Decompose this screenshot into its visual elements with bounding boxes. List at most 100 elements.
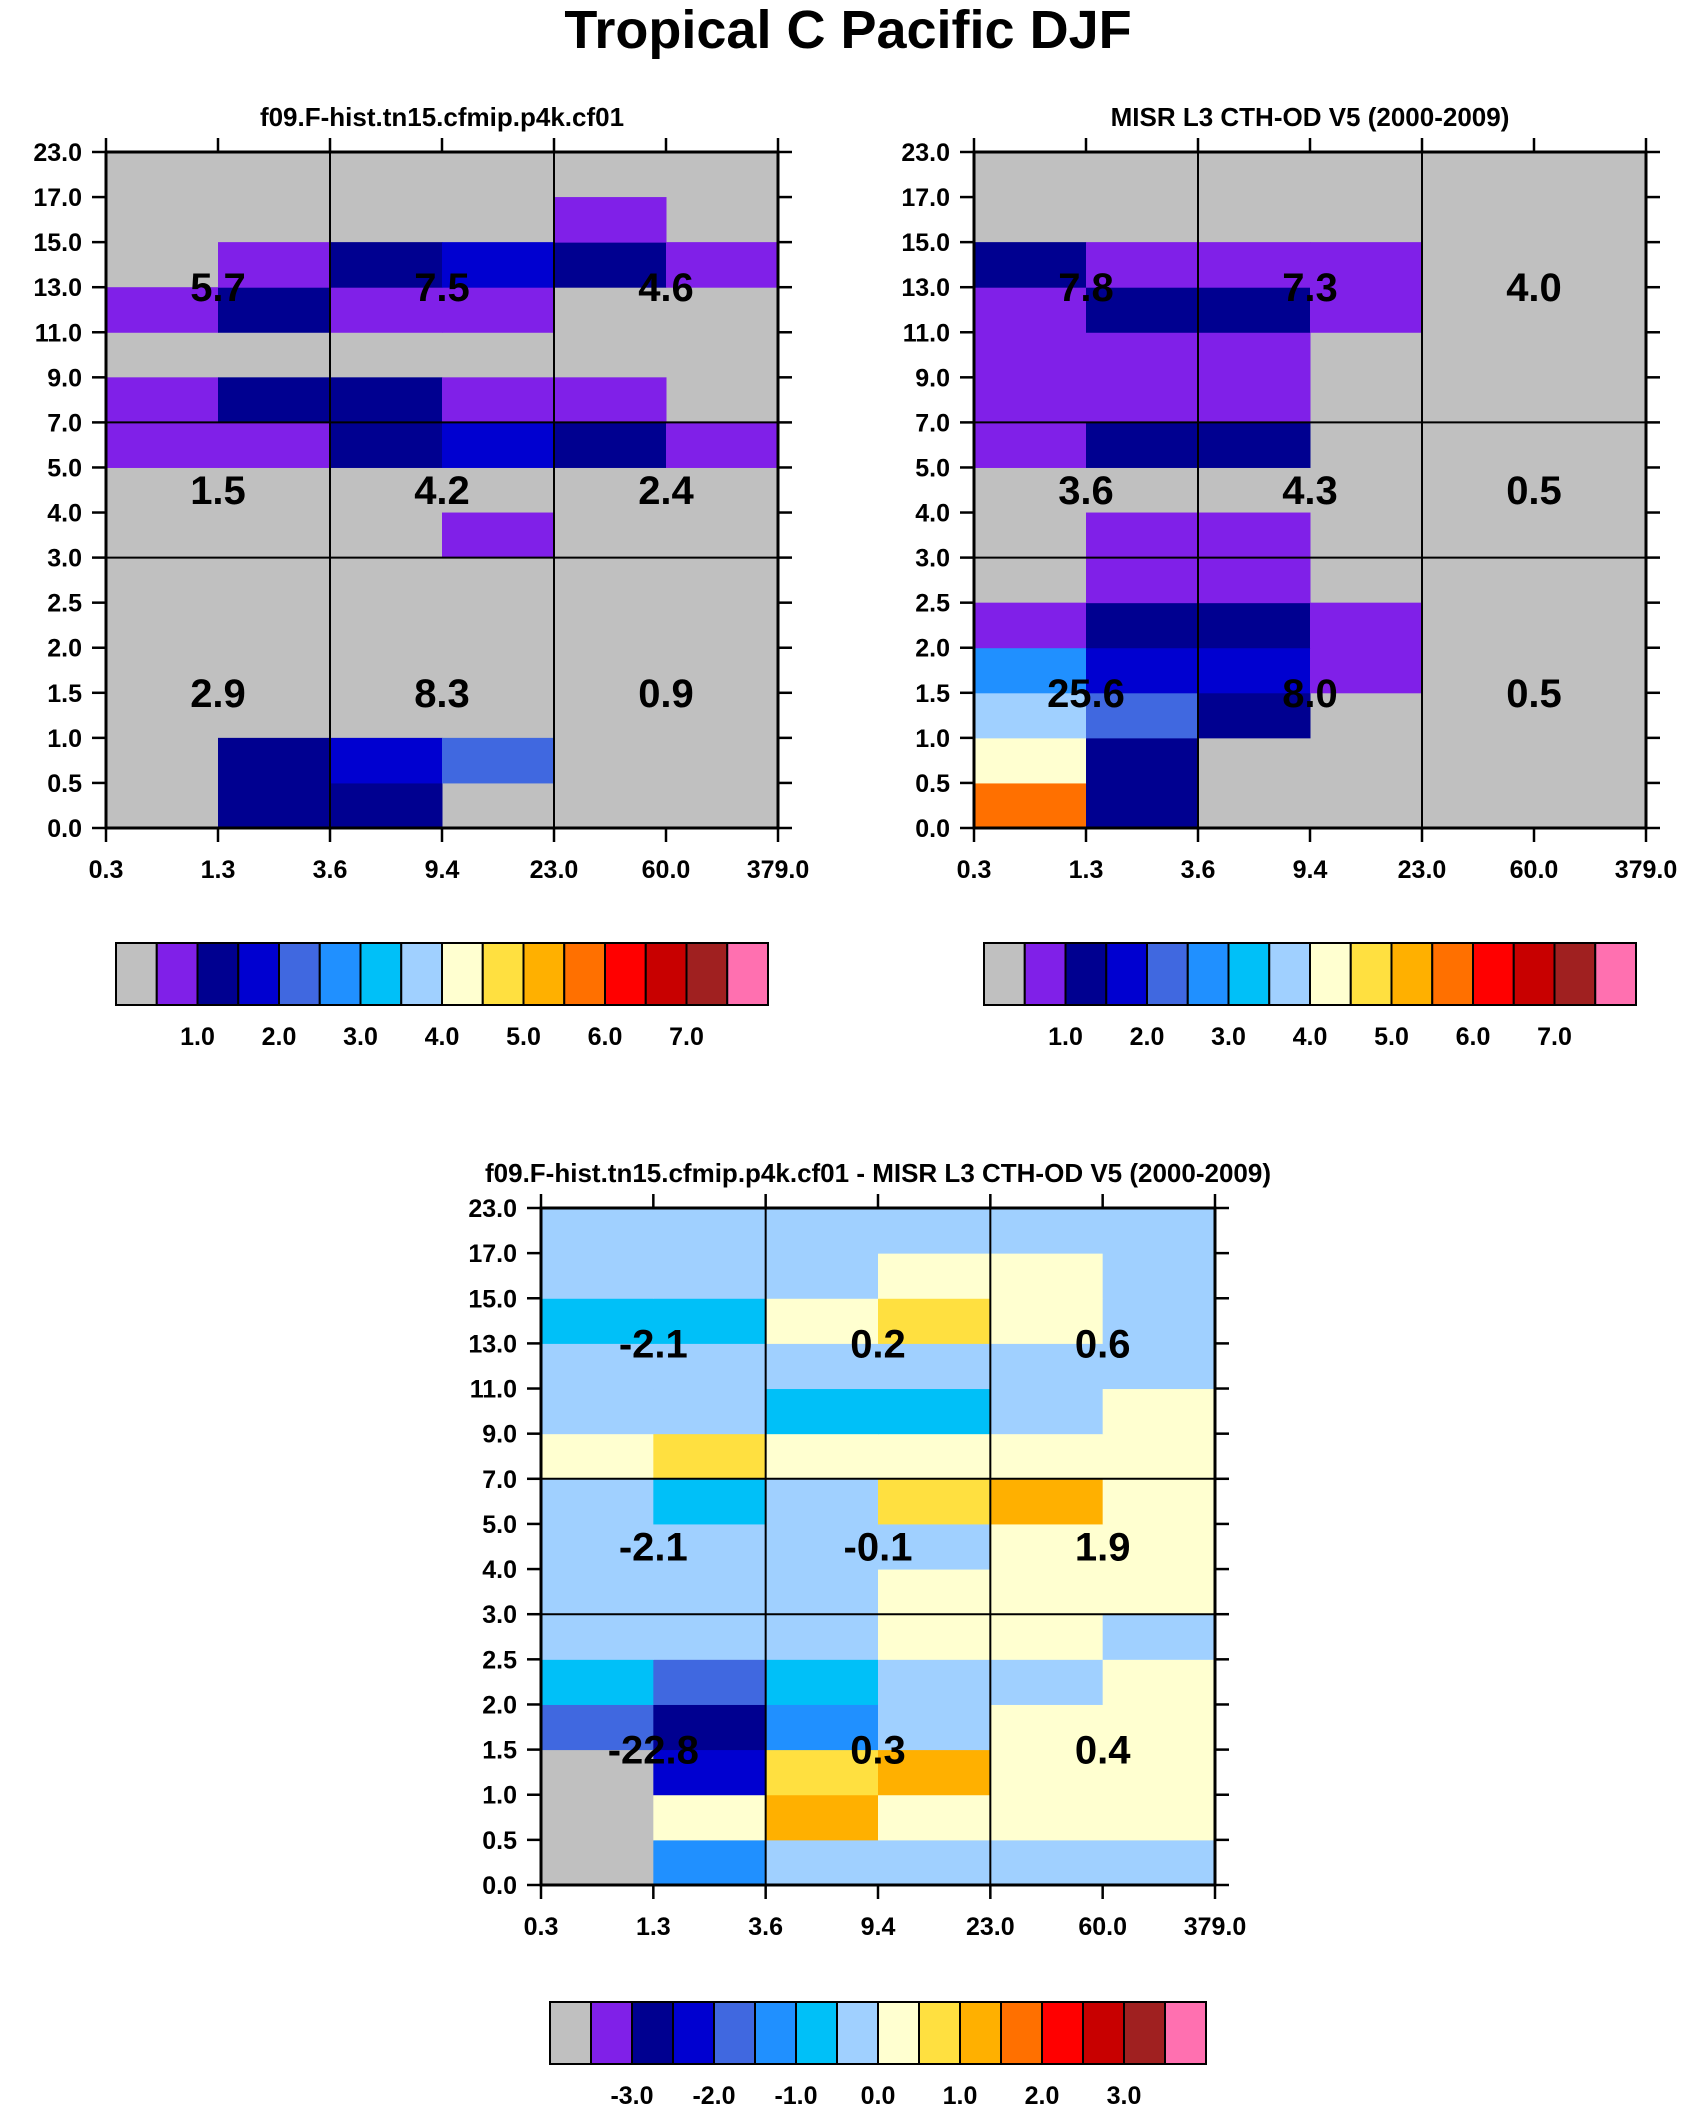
heatmap-cell: [666, 242, 779, 288]
heatmap-cell: [653, 1659, 767, 1705]
y-tick-label: 0.5: [482, 1827, 517, 1855]
colorbar-swatch: [877, 2001, 920, 2065]
x-tick-label: 0.3: [957, 856, 992, 884]
y-tick-label: 5.0: [482, 1511, 517, 1539]
heatmap-cell: [878, 1659, 991, 1705]
heatmap-cell: [653, 1298, 767, 1344]
colorbar-swatch: [1553, 942, 1597, 1006]
heatmap-cell: [1198, 557, 1311, 604]
x-tick-label: 3.6: [748, 1913, 783, 1941]
heatmap-cell: [1086, 332, 1199, 378]
heatmap-cell: [1086, 692, 1199, 739]
y-tick-label: 0.0: [47, 815, 82, 843]
y-tick-label: 2.5: [47, 590, 82, 618]
colorbar-swatch: [983, 942, 1026, 1006]
region-value-label: 3.6: [1058, 469, 1114, 513]
colorbar-swatch: [836, 2001, 879, 2065]
heatmap-cell: [541, 1749, 654, 1796]
heatmap-cell: [765, 1523, 879, 1570]
heatmap-cell: [653, 1704, 767, 1751]
heatmap-cell: [765, 1433, 879, 1480]
heatmap-cell: [541, 1208, 654, 1254]
x-tick-label: 379.0: [747, 856, 810, 884]
heatmap-cell: [974, 332, 1087, 378]
heatmap-cell: [878, 1433, 991, 1480]
y-tick-label: 7.0: [482, 1466, 517, 1494]
heatmap-cell: [653, 1208, 767, 1254]
heatmap-cell: [990, 1659, 1104, 1705]
x-tick-label: 1.3: [1069, 856, 1104, 884]
heatmap-cell: [765, 1569, 879, 1615]
y-tick-label: 4.0: [47, 500, 82, 528]
y-tick-label: 1.5: [47, 680, 82, 708]
heatmap-cell: [653, 1523, 767, 1570]
heatmap-cell: [878, 1298, 991, 1344]
colorbar-swatch: [1349, 942, 1393, 1006]
heatmap-cell: [541, 1298, 654, 1344]
heatmap-cell: [1102, 1523, 1216, 1570]
colorbar-swatch: [359, 942, 403, 1006]
colorbar-tick-label: 1.0: [180, 1023, 215, 1051]
heatmap-cell: [878, 1523, 991, 1570]
colorbar-swatch: [918, 2001, 961, 2065]
heatmap-cell: [990, 1343, 1104, 1390]
region-value-label: 0.2: [850, 1322, 906, 1366]
heatmap-cell: [878, 1794, 991, 1841]
heatmap-cell: [990, 1388, 1104, 1435]
colorbar-tick-label: 3.0: [1107, 2082, 1142, 2109]
heatmap-cell: [1086, 512, 1199, 559]
x-tick-label: 379.0: [1184, 1913, 1247, 1941]
heatmap-cell: [554, 422, 667, 468]
heatmap-cell: [653, 1839, 767, 1886]
colorbar-swatch: [1390, 942, 1434, 1006]
heatmap-cell: [974, 602, 1087, 649]
panel-title: f09.F-hist.tn15.cfmip.p4k.cf01: [260, 102, 624, 132]
heatmap-cell: [878, 1253, 991, 1299]
colorbar-swatch: [481, 942, 525, 1006]
heatmap-cell: [990, 1614, 1104, 1660]
heatmap-cell: [541, 1343, 654, 1390]
y-tick-label: 7.0: [915, 409, 950, 437]
region-value-label: 1.5: [190, 469, 246, 513]
heatmap-cell: [1310, 602, 1423, 649]
x-tick-label: 0.3: [524, 1913, 559, 1941]
colorbar-tick-label: 3.0: [1211, 1023, 1246, 1051]
heatmap-cell: [974, 692, 1087, 739]
heatmap-cell: [1198, 242, 1311, 288]
x-tick-label: 1.3: [201, 856, 236, 884]
heatmap-cell: [974, 782, 1087, 829]
colorbar-swatch: [1186, 942, 1230, 1006]
heatmap-cell: [1310, 242, 1423, 288]
y-tick-label: 1.0: [915, 725, 950, 753]
heatmap-cell: [1198, 332, 1311, 378]
heatmap-cell: [653, 1343, 767, 1390]
y-tick-label: 13.0: [901, 274, 950, 302]
colorbar-swatch: [1472, 942, 1515, 1006]
region-value-label: 25.6: [1047, 672, 1125, 716]
y-tick-label: 17.0: [468, 1240, 517, 1268]
heatmap-cell: [765, 1208, 879, 1254]
colorbar-swatch: [1082, 2001, 1125, 2065]
colorbar-swatch: [754, 2001, 797, 2065]
heatmap-cell: [765, 1388, 879, 1435]
colorbar-swatch: [1309, 942, 1352, 1006]
heatmap-cell: [1086, 782, 1199, 829]
y-tick-label: 0.5: [47, 770, 82, 798]
y-tick-label: 7.0: [47, 409, 82, 437]
heatmap-cell: [330, 422, 443, 468]
heatmap-cell: [765, 1839, 879, 1886]
heatmap-cell: [541, 1433, 654, 1480]
heatmap-cell: [765, 1794, 879, 1841]
colorbar-swatch: [726, 942, 769, 1006]
heatmap-cell: [218, 287, 331, 333]
heatmap-cell: [541, 1704, 654, 1751]
heatmap-cell: [878, 1478, 991, 1525]
y-tick-label: 23.0: [33, 139, 82, 167]
x-tick-label: 3.6: [313, 856, 348, 884]
heatmap-cell: [990, 1208, 1104, 1254]
heatmap-cell: [442, 242, 555, 288]
region-value-label: 7.5: [414, 266, 470, 310]
heatmap-cell: [974, 242, 1087, 288]
heatmap-cell: [218, 782, 331, 829]
heatmap-cell: [442, 377, 555, 423]
